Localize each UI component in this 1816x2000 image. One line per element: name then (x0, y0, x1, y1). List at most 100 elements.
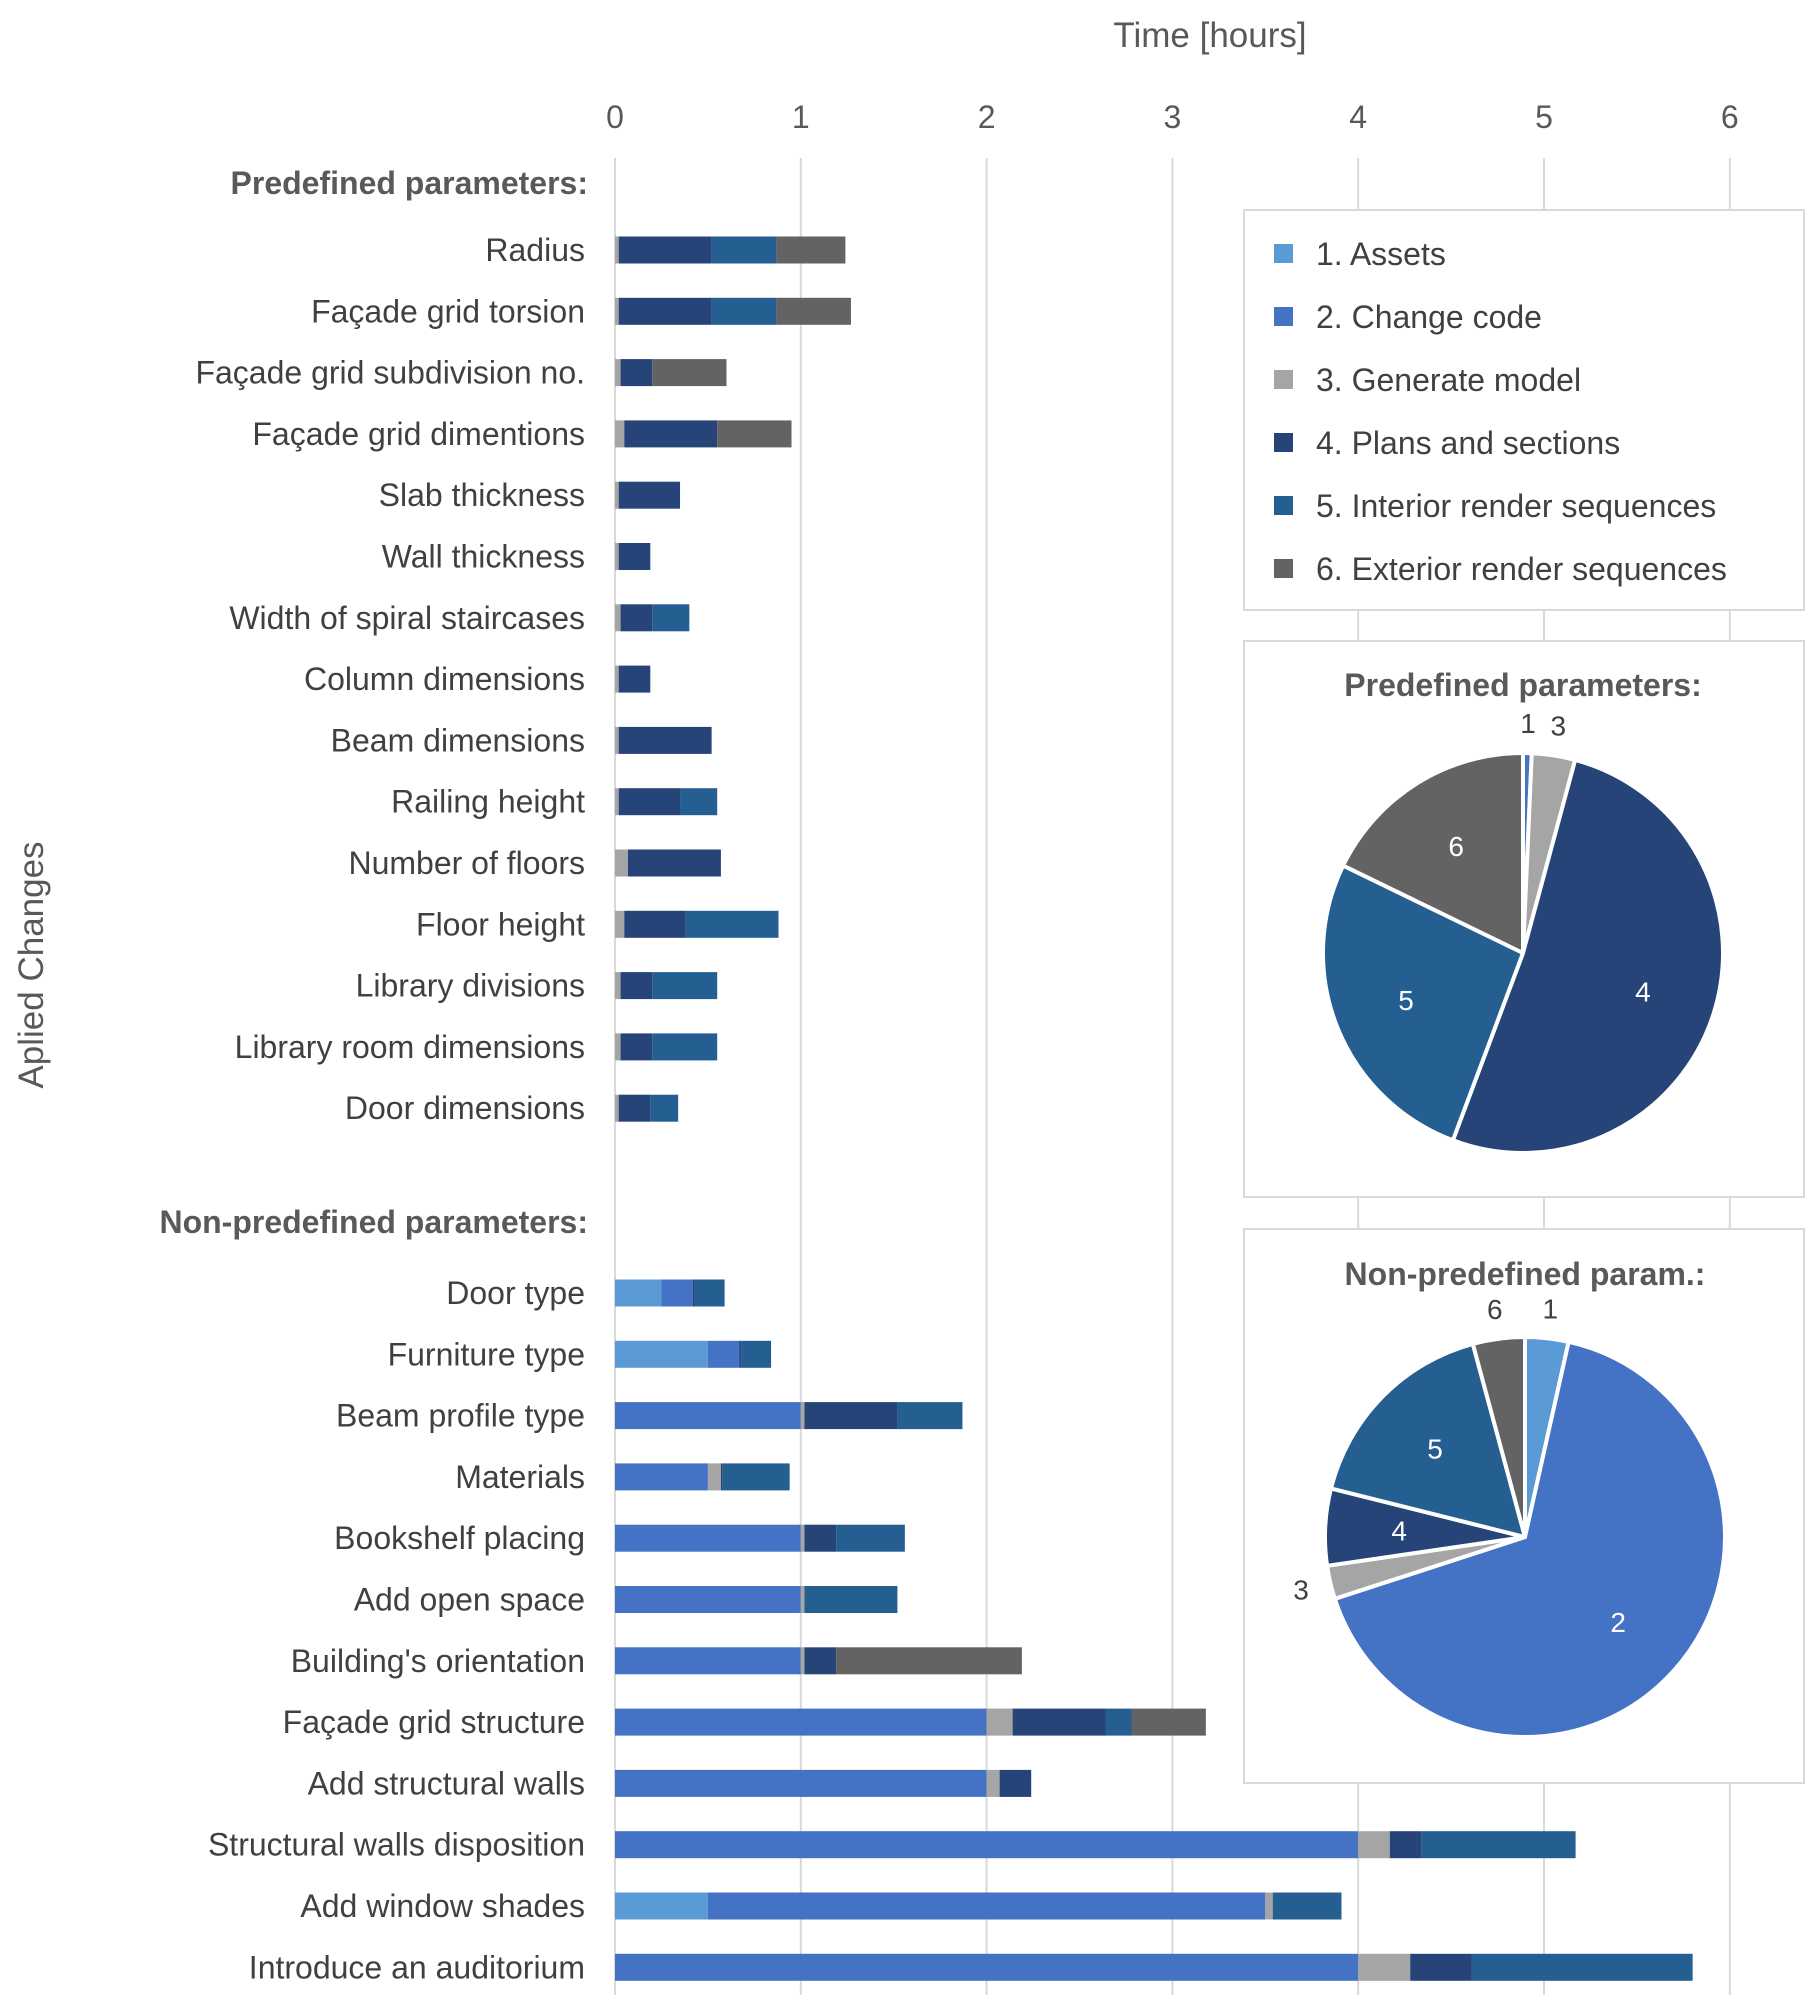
bar-door-dimensions-series-4 (618, 1094, 651, 1122)
bar-add-structural-walls-series-2 (615, 1769, 987, 1797)
bar-beam-dimensions-series-4 (618, 726, 712, 754)
bar-railing-height-series-4 (618, 788, 681, 816)
group-label-0: Predefined parameters: (231, 165, 588, 201)
bar-column-dimensions-series-3 (615, 665, 619, 693)
category-label-add-structural-walls: Add structural walls (308, 1765, 585, 1801)
bar-add-open-space-series-5 (804, 1586, 898, 1613)
bar-beam-profile-type-series-3 (800, 1402, 805, 1430)
pie-predefined-label-4: 4 (1635, 977, 1651, 1008)
bar-add-window-shades-series-2 (707, 1892, 1266, 1920)
category-label-structural-walls-disposition: Structural walls disposition (208, 1827, 585, 1863)
bar-width-of-spiral-staircases-series-3 (615, 604, 621, 632)
bar-fa-ade-grid-dimentions-series-4 (624, 420, 718, 448)
category-label-fa-ade-grid-structure: Façade grid structure (283, 1704, 585, 1740)
category-label-materials: Materials (455, 1459, 585, 1495)
bar-door-dimensions-series-3 (615, 1094, 619, 1122)
pie-non-predefined-label-5: 5 (1427, 1434, 1443, 1465)
bar-radius-series-4 (618, 236, 712, 264)
category-label-building-s-orientation: Building's orientation (291, 1643, 585, 1679)
bar-materials-series-5 (722, 1463, 790, 1491)
bar-radius-series-3 (615, 236, 619, 264)
pie-chart-predefined: Predefined parameters: 1 3 4 5 6 (1243, 640, 1805, 1198)
pie-predefined-slice-6 (1341, 751, 1525, 955)
x-tick-4: 4 (1349, 99, 1367, 135)
pie-non-predefined-slice-6 (1470, 1335, 1527, 1539)
pie-non-predefined-label-4: 4 (1391, 1516, 1407, 1547)
bar-add-open-space-series-2 (615, 1586, 801, 1613)
category-label-radius: Radius (485, 232, 585, 268)
bar-slab-thickness-series-3 (615, 481, 619, 509)
legend-label-5: 5. Interior render sequences (1316, 488, 1716, 524)
bar-floor-height-series-4 (624, 910, 686, 938)
bar-building-s-orientation-series-4 (804, 1647, 837, 1675)
category-labels: Predefined parameters: Radius Façade grid … (159, 165, 588, 1985)
bar-furniture-type-series-4 (739, 1340, 742, 1368)
bar-bookshelf-placing-series-3 (800, 1524, 805, 1552)
bar-add-window-shades-series-1 (615, 1892, 708, 1920)
pie-non-predefined-label-2: 2 (1610, 1607, 1626, 1638)
bar-structural-walls-disposition-series-5 (1421, 1831, 1576, 1859)
bar-door-type-series-2 (661, 1279, 694, 1307)
legend-box (1243, 209, 1805, 611)
bar-introduce-an-auditorium-series-2 (615, 1953, 1359, 1981)
bar-furniture-type-series-1 (615, 1340, 708, 1368)
bar-fa-ade-grid-subdivision-no-series-3 (615, 359, 621, 387)
bar-add-open-space-series-3 (800, 1586, 805, 1613)
bar-fa-ade-grid-subdivision-no-series-6 (652, 359, 727, 387)
bar-add-window-shades-series-3 (1265, 1892, 1273, 1920)
legend-swatch-5 (1274, 496, 1293, 515)
bar-building-s-orientation-series-3 (800, 1647, 805, 1675)
bar-introduce-an-auditorium-series-5 (1471, 1953, 1693, 1981)
bar-beam-profile-type-series-5 (897, 1402, 963, 1430)
bar-fa-ade-grid-dimentions-series-6 (717, 420, 792, 448)
bar-fa-ade-grid-subdivision-no-series-4 (620, 359, 653, 387)
y-axis-title: Aplied Changes (12, 841, 51, 1088)
pie-non-predefined-slice-5 (1328, 1341, 1527, 1539)
bar-furniture-type-series-5 (741, 1340, 772, 1368)
legend-swatch-3 (1274, 370, 1293, 389)
bar-fa-ade-grid-torsion-series-6 (776, 297, 851, 325)
bar-add-window-shades-series-5 (1272, 1892, 1342, 1920)
bar-fa-ade-grid-torsion-series-5 (711, 297, 777, 325)
bar-door-type-series-1 (615, 1279, 662, 1307)
bar-fa-ade-grid-dimentions-series-3 (615, 420, 625, 448)
bar-materials-series-4 (720, 1463, 723, 1491)
legend-swatch-4 (1274, 433, 1293, 452)
pie-chart-non-predefined: Non-predefined param.: 1 2 3 4 5 6 (1243, 1228, 1805, 1784)
bar-radius-series-5 (711, 236, 777, 264)
category-label-fa-ade-grid-torsion: Façade grid torsion (311, 293, 585, 329)
bar-introduce-an-auditorium-series-4 (1410, 1953, 1472, 1981)
bar-floor-height-series-3 (615, 910, 625, 938)
bar-fa-ade-grid-structure-series-4 (1012, 1708, 1106, 1736)
category-label-column-dimensions: Column dimensions (304, 661, 585, 697)
bar-bookshelf-placing-series-2 (615, 1524, 801, 1552)
category-label-beam-dimensions: Beam dimensions (331, 722, 585, 758)
bar-floor-height-series-5 (685, 910, 779, 938)
legend-label-2: 2. Change code (1316, 299, 1542, 335)
bar-fa-ade-grid-structure-series-2 (615, 1708, 987, 1736)
bar-number-of-floors-series-3 (615, 849, 629, 877)
category-label-door-dimensions: Door dimensions (345, 1090, 585, 1126)
bar-library-divisions-series-4 (620, 972, 653, 1000)
category-label-floor-height: Floor height (416, 906, 585, 942)
bar-number-of-floors-series-4 (628, 849, 721, 877)
bar-bookshelf-placing-series-5 (836, 1524, 905, 1552)
category-label-fa-ade-grid-subdivision-no: Façade grid subdivision no. (195, 355, 585, 391)
bar-width-of-spiral-staircases-series-4 (620, 604, 653, 632)
category-label-wall-thickness: Wall thickness (382, 539, 585, 575)
stacked-bars (615, 236, 1693, 1981)
category-label-railing-height: Railing height (391, 784, 585, 820)
category-label-number-of-floors: Number of floors (348, 845, 585, 881)
legend-label-3: 3. Generate model (1316, 362, 1581, 398)
bar-fa-ade-grid-structure-series-3 (986, 1708, 1013, 1736)
x-axis-title: Time [hours] (1113, 16, 1306, 55)
group-label-1: Non-predefined parameters: (159, 1204, 588, 1240)
bar-fa-ade-grid-structure-series-6 (1131, 1708, 1206, 1736)
bar-radius-series-6 (776, 236, 846, 264)
bar-materials-series-3 (707, 1463, 721, 1491)
bar-library-room-dimensions-series-5 (652, 1033, 718, 1061)
bar-beam-profile-type-series-2 (615, 1402, 801, 1430)
pie-non-predefined-slice-2 (1332, 1339, 1728, 1739)
pie-non-predefined-label-3: 3 (1293, 1574, 1309, 1605)
bar-beam-dimensions-series-3 (615, 726, 619, 754)
